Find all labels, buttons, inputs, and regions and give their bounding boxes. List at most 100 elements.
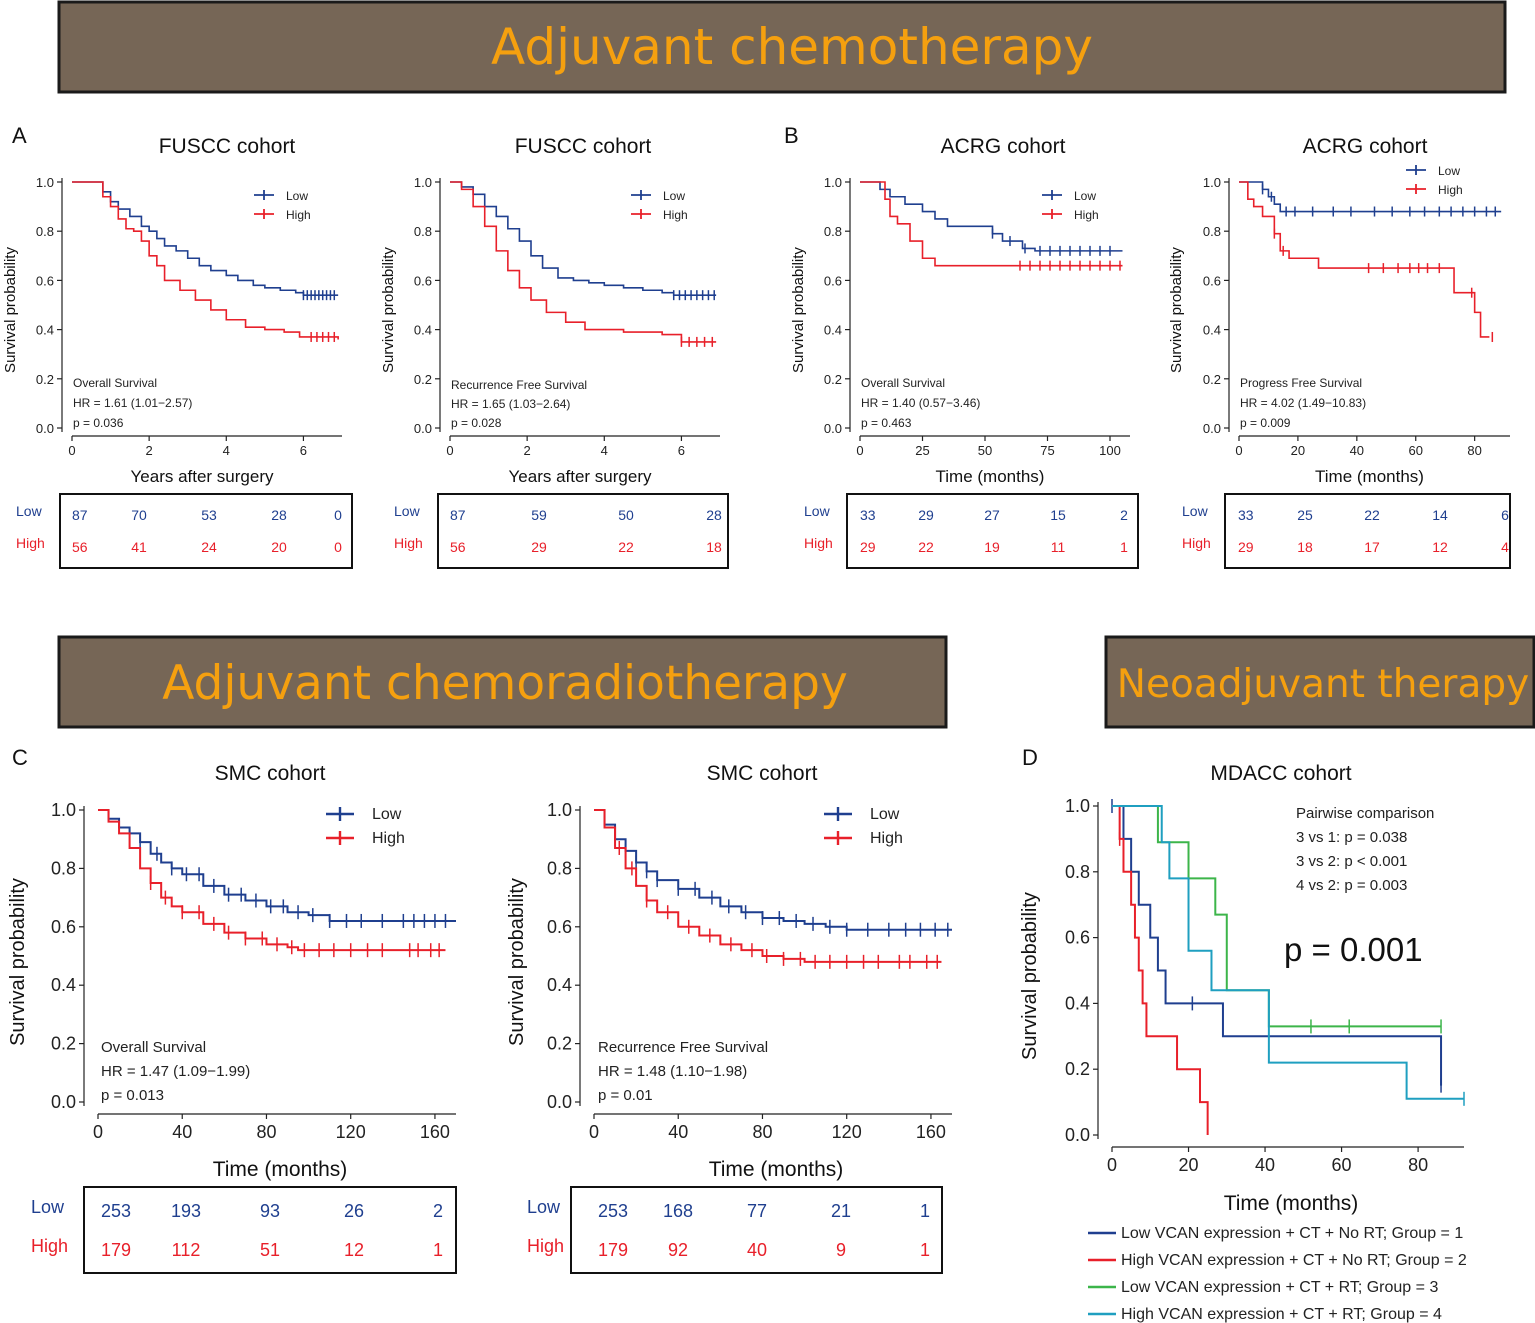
risk-row-label-high: High [1182, 535, 1211, 551]
risk-count-high: 29 [531, 539, 547, 555]
risk-count-low: 28 [706, 507, 722, 523]
annotation-text: 4 vs 2: p = 0.003 [1296, 877, 1407, 894]
survival-curve-high [72, 181, 339, 340]
y-axis-label: Survival probability [380, 247, 397, 373]
annotation-text: p = 0.01 [598, 1087, 653, 1104]
x-tick-label: 120 [832, 1122, 862, 1142]
y-tick-label: 1.0 [1203, 175, 1221, 190]
y-tick-label: 0.4 [1203, 323, 1221, 338]
annotation-text: Recurrence Free Survival [598, 1039, 768, 1056]
risk-count-high: 56 [72, 539, 88, 555]
risk-table-box [846, 493, 1139, 569]
annotation-text: 3 vs 2: p < 0.001 [1296, 853, 1407, 870]
legend-label: High [870, 830, 903, 847]
banner-adjuvant-chemoradiotherapy: Adjuvant chemoradiotherapy [57, 635, 948, 729]
y-tick-label: 0.6 [1065, 928, 1090, 948]
x-tick-label: 80 [1467, 443, 1481, 458]
x-axis-label: Years after surgery [131, 467, 274, 486]
x-tick-label: 0 [589, 1122, 599, 1142]
risk-count-high: 29 [1238, 539, 1254, 555]
risk-count-low: 22 [1364, 507, 1380, 523]
risk-table-box [570, 1186, 943, 1274]
risk-count-low: 70 [131, 507, 147, 523]
y-tick-label: 1.0 [51, 800, 76, 820]
annotation-text: p = 0.013 [101, 1087, 164, 1104]
y-tick-label: 0.4 [36, 323, 54, 338]
y-tick-label: 0.0 [1203, 421, 1221, 436]
risk-count-high: 29 [860, 539, 876, 555]
risk-count-high: 179 [598, 1240, 628, 1260]
risk-row-label-high: High [31, 1236, 68, 1256]
x-tick-label: 0 [446, 443, 453, 458]
survival-curve-high [98, 809, 446, 952]
y-tick-label: 0.8 [36, 224, 54, 239]
x-tick-label: 25 [915, 443, 929, 458]
annotation-text: HR = 1.65 (1.03−2.64) [451, 397, 570, 411]
chart-title: FUSCC cohort [515, 135, 652, 158]
risk-row-label-low: Low [16, 503, 43, 519]
x-tick-label: 50 [978, 443, 992, 458]
risk-count-high: 22 [918, 539, 934, 555]
y-tick-label: 0.8 [824, 224, 842, 239]
legend-label: Low [870, 806, 900, 823]
chart-title: MDACC cohort [1210, 762, 1351, 785]
risk-row-label-low: Low [394, 503, 421, 519]
banner-title: Adjuvant chemotherapy [491, 18, 1093, 76]
km-plot-mdacc: MDACC cohort 0.0 0.2 0.4 0.6 0.8 1.0 0 20 40 60 80 T… [1019, 762, 1467, 1323]
y-tick-label: 0.0 [824, 421, 842, 436]
risk-count-low: 1 [920, 1201, 930, 1221]
x-tick-label: 2 [146, 443, 153, 458]
x-tick-label: 0 [856, 443, 863, 458]
annotation-text: Overall Survival [101, 1039, 206, 1056]
y-tick-label: 0.0 [414, 421, 432, 436]
survival-curve-group-2 [1112, 805, 1209, 1135]
x-tick-label: 6 [678, 443, 685, 458]
x-tick-label: 20 [1291, 443, 1305, 458]
panel-label-a: A [12, 123, 27, 148]
risk-count-high: 51 [260, 1240, 280, 1260]
legend-label: High [663, 208, 688, 222]
risk-count-high: 24 [201, 539, 217, 555]
legend-label: Low [1074, 189, 1096, 203]
x-tick-label: 60 [1332, 1155, 1352, 1175]
x-tick-label: 20 [1179, 1155, 1199, 1175]
risk-row-label-high: High [16, 535, 45, 551]
risk-count-low: 193 [171, 1201, 201, 1221]
annotation-text: Overall Survival [73, 376, 157, 390]
risk-count-low: 2 [433, 1201, 443, 1221]
y-tick-label: 0.6 [414, 273, 432, 288]
y-tick-label: 0.2 [824, 372, 842, 387]
risk-row-label-high: High [804, 535, 833, 551]
y-tick-label: 0.6 [51, 917, 76, 937]
y-tick-label: 0.8 [547, 858, 572, 878]
risk-count-low: 253 [598, 1201, 628, 1221]
risk-row-label-low: Low [527, 1197, 561, 1217]
x-axis-label: Time (months) [213, 1158, 348, 1181]
risk-table-box [83, 1186, 457, 1274]
legend-label: Low [372, 806, 402, 823]
annotation-text: Pairwise comparison [1296, 805, 1434, 822]
x-tick-label: 120 [336, 1122, 366, 1142]
risk-count-low: 87 [72, 507, 88, 523]
risk-count-low: 6 [1501, 507, 1509, 523]
x-tick-label: 100 [1099, 443, 1121, 458]
risk-count-high: 12 [1432, 539, 1448, 555]
km-plot-acrg_pfs: ACRG cohort 0.0 0.2 0.4 0.6 0.8 1.0 0 20 40 60 80 Ti… [1168, 135, 1511, 569]
survival-curve-low [72, 181, 339, 296]
chart-title: SMC cohort [215, 762, 326, 785]
legend-label: High [1074, 208, 1099, 222]
legend-label: High [372, 830, 405, 847]
legend-label: Low [663, 189, 685, 203]
risk-count-high: 92 [668, 1240, 688, 1260]
risk-count-high: 112 [172, 1240, 201, 1260]
y-tick-label: 0.2 [1065, 1059, 1090, 1079]
x-tick-label: 4 [223, 443, 230, 458]
panel-label-b: B [784, 123, 799, 148]
banner-title: Adjuvant chemoradiotherapy [162, 656, 848, 711]
risk-count-low: 53 [201, 507, 217, 523]
risk-count-high: 4 [1501, 539, 1509, 555]
risk-count-low: 25 [1297, 507, 1313, 523]
x-tick-label: 6 [300, 443, 307, 458]
risk-row-label-low: Low [804, 503, 831, 519]
